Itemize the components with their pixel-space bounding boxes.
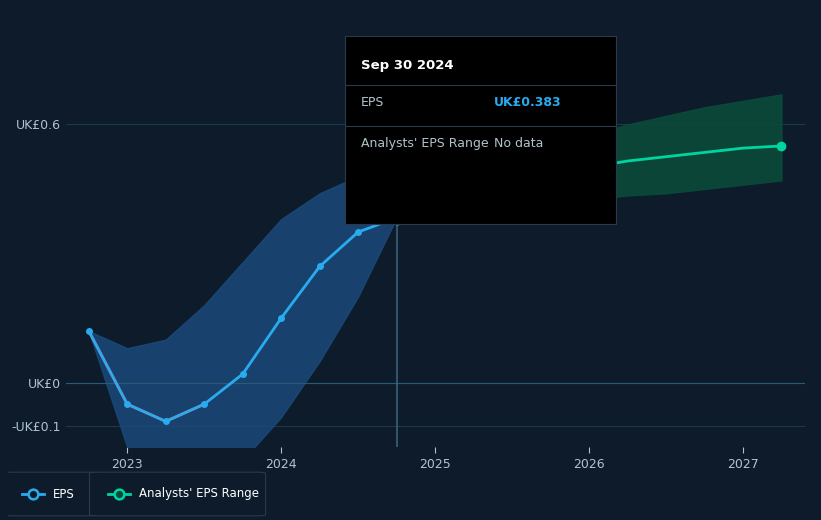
Text: Actual: Actual (350, 109, 389, 122)
FancyBboxPatch shape (89, 472, 266, 516)
Text: Sep 30 2024: Sep 30 2024 (361, 59, 454, 72)
Text: Analysts Forecasts: Analysts Forecasts (404, 109, 521, 122)
Text: No data: No data (494, 137, 544, 150)
FancyBboxPatch shape (3, 472, 99, 516)
Text: Analysts' EPS Range: Analysts' EPS Range (361, 137, 488, 150)
Text: UK£0.383: UK£0.383 (494, 96, 562, 109)
Text: Analysts' EPS Range: Analysts' EPS Range (140, 488, 259, 500)
Text: EPS: EPS (361, 96, 384, 109)
Text: EPS: EPS (53, 488, 75, 500)
